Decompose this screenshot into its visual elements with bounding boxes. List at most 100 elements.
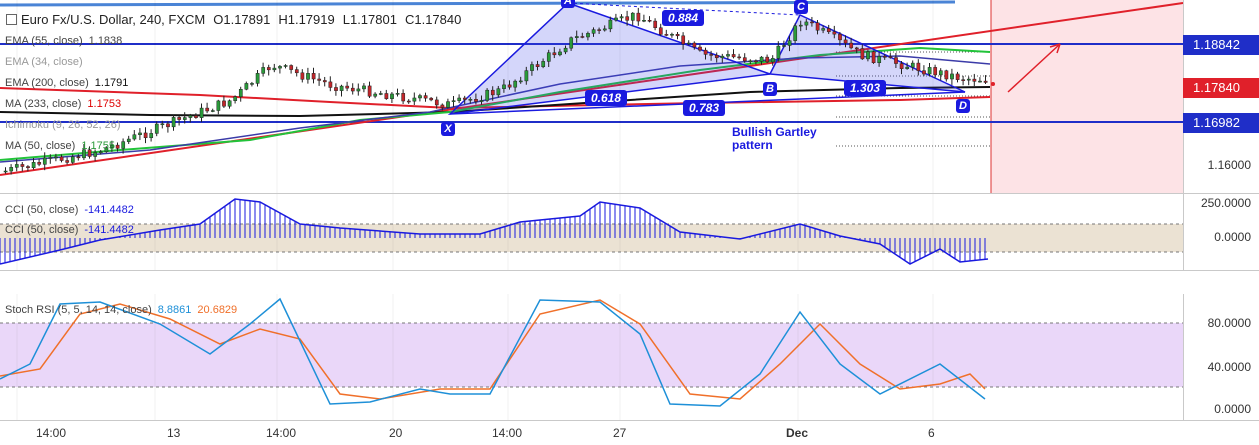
point-c[interactable]: C — [794, 0, 808, 14]
legend-stoch[interactable]: Stoch RSI (5, 5, 14, 14, close) 8.8861 20.… — [5, 304, 237, 316]
candle-body — [93, 152, 98, 157]
candle-body — [983, 80, 988, 83]
candle-body — [474, 99, 478, 102]
candle-body — [866, 51, 870, 60]
candle-body — [390, 93, 394, 99]
candle-body — [597, 29, 602, 31]
candle-body — [362, 85, 366, 90]
candle-body — [502, 84, 506, 89]
candle-body — [569, 37, 574, 49]
candle-body — [322, 80, 327, 83]
candle-body — [227, 100, 232, 107]
legend-label: CCI (50, close) — [5, 204, 79, 216]
legend-value: 1.1755 — [81, 140, 115, 152]
legend-ema34[interactable]: EMA (34, close) — [5, 56, 83, 68]
candle-body — [910, 62, 915, 68]
candle-body — [670, 33, 674, 36]
pattern-note: Bullish Gartley pattern — [732, 126, 817, 152]
chart-header: Euro Fx/U.S. Dollar, 240, FXCM O1.17891 H1… — [6, 12, 461, 27]
legend-ma233[interactable]: MA (233, close) 1.1753 — [5, 98, 121, 110]
candle-body — [765, 56, 770, 63]
candle-body — [188, 115, 193, 118]
candle-body — [54, 156, 58, 159]
point-d[interactable]: D — [956, 99, 970, 113]
candle-body — [692, 42, 697, 48]
legend-ma50[interactable]: MA (50, close) 1.1755 — [5, 140, 115, 152]
stoch-chart-canvas[interactable] — [0, 294, 1183, 421]
ohlc-low: L1.17801 — [342, 12, 397, 27]
candle-body — [339, 85, 344, 91]
price-chart-canvas[interactable] — [0, 0, 1183, 194]
candle-body — [238, 89, 243, 97]
ratio-label-0618[interactable]: 0.618 — [585, 90, 628, 106]
legend-label: MA (50, close) — [5, 140, 76, 152]
candle-body — [793, 25, 798, 41]
candle-body — [334, 87, 338, 91]
legend-value: 1.1753 — [87, 98, 122, 110]
candle-body — [681, 35, 686, 45]
collapse-icon[interactable] — [6, 14, 17, 25]
candle-body — [70, 156, 75, 163]
time-label: 27 — [613, 426, 627, 440]
candle-body — [675, 33, 680, 37]
candle-body — [496, 88, 501, 96]
legend-cci-2[interactable]: CCI (50, close) -141.4482 — [5, 224, 134, 236]
stoch-pane[interactable]: Stoch RSI (5, 5, 14, 14, close) 8.8861 20.… — [0, 294, 1183, 421]
candle-body — [479, 100, 484, 102]
candle-body — [160, 123, 165, 126]
stoch-tick: 80.0000 — [1207, 316, 1251, 330]
candle-body — [944, 70, 949, 80]
last-price-dot — [991, 82, 995, 86]
candle-body — [591, 29, 596, 34]
point-x[interactable]: X — [441, 122, 455, 136]
cci-pane[interactable]: CCI (50, close) -141.4482 CCI (50, close)… — [0, 194, 1183, 271]
candle-body — [709, 54, 714, 56]
legend-value-d: 20.6829 — [197, 304, 238, 316]
candle-body — [138, 132, 142, 136]
ohlc-open: O1.17891 — [213, 12, 271, 27]
ratio-label-0884[interactable]: 0.884 — [662, 10, 705, 26]
legend-ema200[interactable]: EMA (200, close) 1.1791 — [5, 77, 128, 89]
candle-body — [48, 157, 53, 159]
candle-body — [899, 63, 904, 69]
candle-body — [720, 55, 725, 59]
candle-body — [894, 57, 898, 64]
legend-label: Ichimoku (9, 26, 52, 26) — [5, 119, 121, 131]
candle-body — [754, 60, 758, 63]
price-tag-resistance: 1.18842 — [1183, 35, 1259, 55]
candle-body — [65, 160, 70, 163]
legend-ema55[interactable]: EMA (55, close) 1.1838 — [5, 35, 122, 47]
legend-cci-1[interactable]: CCI (50, close) -141.4482 — [5, 204, 134, 216]
candle-body — [770, 58, 775, 63]
candle-body — [350, 87, 355, 92]
legend-label: CCI (50, close) — [5, 224, 79, 236]
candle-body — [513, 80, 518, 88]
candle-body — [110, 144, 114, 148]
cci-band — [0, 224, 1183, 252]
point-a[interactable]: A — [561, 0, 575, 8]
candle-body — [586, 33, 590, 38]
candle-body — [530, 64, 534, 71]
candle-body — [782, 45, 786, 47]
ratio-label-0783[interactable]: 0.783 — [683, 100, 726, 116]
stoch-scale[interactable]: 80.0000 40.0000 0.0000 — [1183, 294, 1259, 421]
candle-body — [306, 73, 310, 80]
candle-body — [658, 27, 663, 35]
ratio-label-1303[interactable]: 1.303 — [844, 80, 887, 96]
ohlc-high: H1.17919 — [278, 12, 335, 27]
stoch-d-line — [0, 299, 986, 400]
legend-label: MA (233, close) — [5, 98, 82, 110]
legend-ichimoku[interactable]: Ichimoku (9, 26, 52, 26) — [5, 119, 121, 131]
candle-body — [26, 166, 30, 169]
candle-body — [838, 33, 842, 41]
price-pane[interactable]: Euro Fx/U.S. Dollar, 240, FXCM O1.17891 H1… — [0, 0, 1183, 194]
candle-body — [653, 20, 658, 29]
cci-scale[interactable]: 250.0000 0.0000 — [1183, 194, 1259, 271]
candle-body — [737, 56, 742, 59]
time-axis[interactable] — [0, 421, 1259, 445]
point-b[interactable]: B — [763, 82, 777, 96]
candle-body — [154, 123, 159, 134]
candle-body — [580, 36, 585, 38]
cci-chart-canvas[interactable] — [0, 194, 1183, 271]
candle-body — [82, 149, 86, 159]
